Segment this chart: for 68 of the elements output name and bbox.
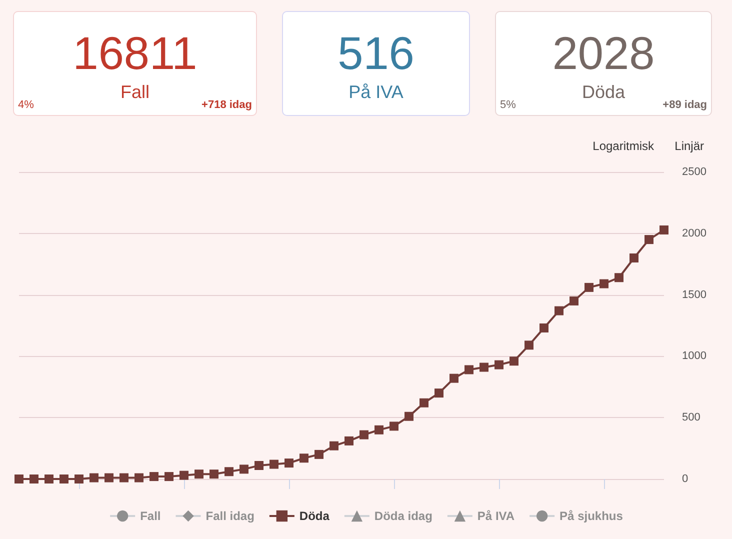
text: +89 idag [662, 99, 707, 111]
point [644, 235, 654, 244]
point [494, 360, 504, 370]
point [224, 467, 234, 476]
text: 4% [18, 99, 34, 111]
point [630, 253, 638, 262]
point [104, 473, 114, 482]
text: Logaritmisk [592, 139, 655, 153]
text: 5% [500, 99, 516, 111]
text: 516 [336, 26, 416, 81]
point [614, 273, 624, 282]
text: På IVA [348, 82, 404, 103]
point [150, 472, 158, 482]
point [524, 340, 534, 350]
point [270, 460, 278, 469]
point [360, 430, 368, 440]
point [120, 473, 128, 482]
point [600, 279, 608, 288]
point [314, 450, 324, 459]
point [74, 474, 84, 484]
text: Linjär [674, 139, 704, 153]
y-tick-label: 0 [682, 473, 688, 485]
point [14, 474, 24, 484]
text: 16811 [72, 26, 198, 81]
legend-label: Döda idag [374, 509, 432, 523]
text: +718 idag [202, 99, 252, 111]
point [464, 365, 474, 374]
text: Döda [582, 82, 626, 102]
point [30, 474, 38, 484]
legend-label: På sjukhus [560, 509, 624, 523]
legend-label: På IVA [477, 509, 515, 523]
y-tick-label: 1500 [682, 288, 706, 301]
legend-label: Fall idag [206, 509, 254, 523]
point [134, 473, 144, 482]
point [180, 470, 188, 480]
point [344, 436, 354, 446]
y-tick-label: 2500 [682, 166, 706, 178]
legend-label: Döda [299, 509, 330, 523]
point [254, 460, 264, 470]
point [164, 472, 174, 482]
point [240, 464, 248, 474]
y-tick-label: 500 [682, 412, 700, 424]
point [584, 282, 594, 292]
point [660, 225, 668, 234]
point [570, 296, 578, 306]
text: 2028 [551, 26, 656, 81]
point [510, 356, 518, 366]
point [554, 306, 564, 316]
point [374, 425, 384, 434]
legend-label: Fall [140, 509, 161, 523]
point [210, 470, 218, 479]
point [540, 323, 548, 332]
point [404, 412, 414, 421]
text: Fall [120, 82, 150, 102]
point [480, 362, 488, 372]
point [300, 454, 308, 463]
point [434, 388, 444, 398]
point [194, 470, 204, 479]
y-tick-label: 1000 [682, 350, 706, 362]
point [390, 422, 398, 431]
point [60, 474, 68, 484]
point [44, 474, 54, 484]
point [420, 398, 428, 408]
point [90, 473, 98, 482]
point [284, 458, 294, 468]
point [330, 441, 338, 450]
point [450, 374, 458, 383]
y-tick-label: 2000 [682, 227, 706, 240]
